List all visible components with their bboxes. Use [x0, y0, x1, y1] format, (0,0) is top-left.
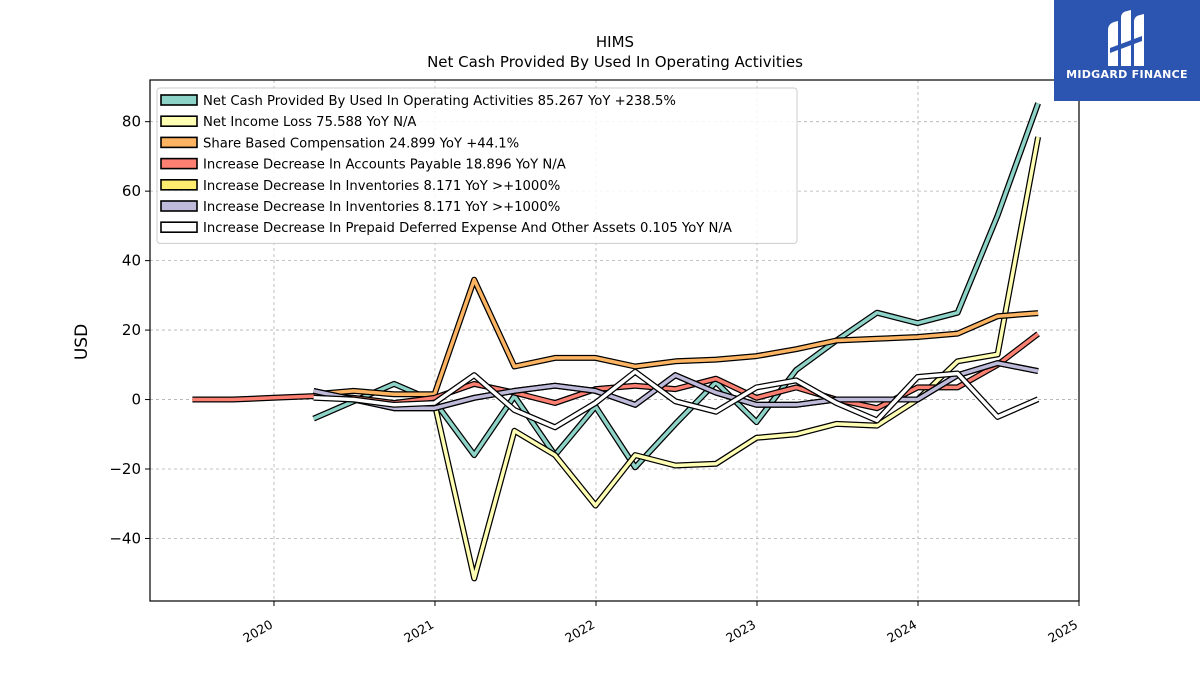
y-tick-label: 40 [122, 252, 141, 270]
y-tick-label: −40 [109, 529, 141, 547]
chart-subtitle: Net Cash Provided By Used In Operating A… [427, 53, 803, 71]
legend-swatch [160, 179, 198, 191]
legend-label: Net Cash Provided By Used In Operating A… [203, 94, 676, 109]
y-tick-label: 0 [131, 391, 141, 409]
legend-label: Share Based Compensation 24.899 YoY +44.… [203, 136, 519, 151]
y-tick-label: −20 [109, 460, 141, 478]
y-axis-label: USD [72, 324, 92, 360]
x-tick-label: 2025 [1045, 617, 1080, 646]
legend-label: Increase Decrease In Accounts Payable 18… [203, 158, 566, 173]
y-tick-label: 60 [122, 182, 141, 200]
legend-label: Increase Decrease In Prepaid Deferred Ex… [203, 221, 732, 236]
series-layer [192, 102, 1042, 582]
legend-label: Increase Decrease In Inventories 8.171 Y… [203, 200, 560, 215]
series-line-5 [313, 361, 1039, 410]
legend: Net Cash Provided By Used In Operating A… [156, 87, 798, 244]
x-tick-label: 2023 [723, 617, 758, 646]
series-line-2 [313, 277, 1039, 397]
midgard-logo-icon [1108, 10, 1144, 66]
x-tick-label: 2021 [401, 617, 436, 646]
legend-swatch [160, 136, 198, 149]
y-tick-label: 80 [122, 113, 141, 131]
chart-title: HIMS [596, 33, 634, 51]
ticks: −40 −20 0 20 40 60 80 2020 2021 2022 2023 2024 2025 [109, 113, 1080, 646]
x-tick-label: 2024 [884, 617, 919, 646]
legend-label: Increase Decrease In Inventories 8.171 Y… [203, 179, 560, 194]
legend-swatch [160, 115, 198, 127]
brand-logo: MIDGARD FINANCE [1054, 0, 1200, 101]
x-tick-label: 2022 [562, 617, 597, 646]
legend-swatch [160, 200, 198, 212]
series-line-6 [313, 370, 1039, 430]
legend-label: Net Income Loss 75.588 YoY N/A [203, 115, 416, 130]
axes-frame [149, 79, 1080, 602]
legend-swatch [160, 94, 198, 106]
x-tick-label: 2020 [240, 617, 275, 646]
legend-swatch [160, 221, 198, 233]
legend-box [156, 87, 798, 244]
legend-swatch [160, 157, 198, 170]
y-tick-label: 20 [122, 321, 141, 339]
logo-text: MIDGARD FINANCE [1066, 68, 1188, 81]
